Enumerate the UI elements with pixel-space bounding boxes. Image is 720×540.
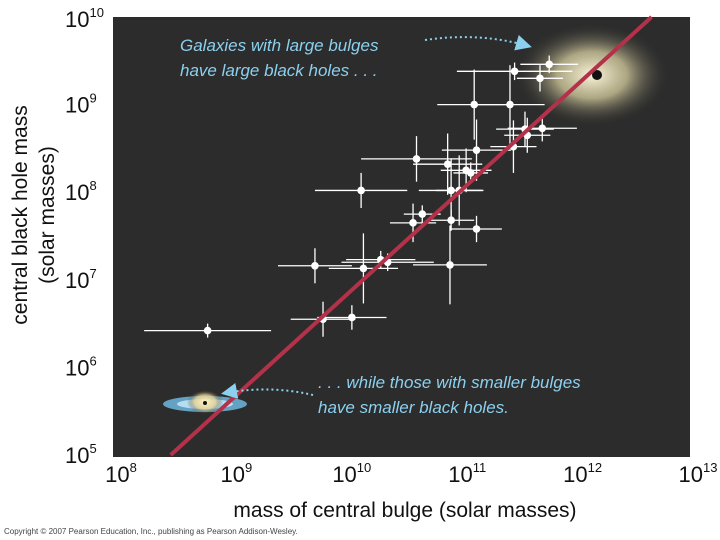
y-tick-label: 109 [65, 91, 97, 118]
annotation-large-arrow [424, 34, 532, 51]
x-axis-title: mass of central bulge (solar masses) [233, 499, 576, 522]
data-point [538, 124, 547, 133]
y-axis-title-line2: (solar masses) [36, 146, 59, 284]
data-point [470, 100, 479, 109]
annotation-large-line2: have large black holes . . . [180, 61, 378, 80]
x-tick-label: 108 [105, 460, 137, 487]
data-point [466, 169, 475, 177]
y-axis-title: central black hole mass (solar masses) [9, 105, 59, 324]
data-point [412, 155, 421, 163]
data-point [409, 219, 417, 227]
annotation-small-line1: . . . while those with smaller bulges [318, 373, 581, 392]
x-tick-label: 1013 [679, 460, 718, 487]
y-axis-ticks: 105 106 107 108 109 1010 [65, 5, 104, 468]
data-point [359, 264, 368, 273]
x-tick-label: 1011 [448, 460, 486, 487]
copyright-notice: Copyright © 2007 Pearson Education, Inc.… [4, 527, 298, 536]
data-point [418, 210, 427, 218]
data-point [446, 261, 454, 269]
annotation-small: . . . while those with smaller bulges ha… [221, 373, 581, 417]
y-tick-label: 1010 [65, 5, 104, 32]
data-point [311, 261, 319, 270]
galaxy-illustrations [163, 23, 670, 414]
x-tick-label: 109 [221, 460, 253, 487]
annotation-large: Galaxies with large bulges have large bl… [180, 34, 532, 80]
data-point [447, 186, 455, 195]
data-point [472, 225, 481, 233]
y-tick-label: 105 [65, 441, 97, 468]
annotation-large-line1: Galaxies with large bulges [180, 36, 379, 55]
data-point [447, 216, 455, 225]
y-tick-label: 106 [65, 353, 97, 380]
data-point [510, 67, 519, 76]
x-axis-ticks: 108 109 1010 1011 1012 1013 [105, 460, 717, 487]
x-tick-label: 1010 [332, 460, 371, 487]
data-point [545, 60, 554, 69]
data-point [357, 186, 365, 195]
data-point [506, 100, 514, 109]
data-point [203, 326, 212, 335]
data-point [472, 146, 481, 154]
large-black-hole [592, 70, 602, 80]
trend-line [169, 15, 653, 457]
annotation-small-line2: have smaller black holes. [318, 398, 509, 417]
y-axis-title-line1: central black hole mass [9, 105, 32, 324]
x-tick-label: 1012 [563, 460, 602, 487]
small-black-hole [203, 401, 207, 405]
data-point [536, 74, 544, 83]
y-tick-label: 107 [65, 266, 97, 293]
y-tick-label: 108 [65, 178, 97, 205]
data-point [443, 160, 452, 168]
data-point [348, 313, 356, 322]
data-points [203, 60, 554, 335]
